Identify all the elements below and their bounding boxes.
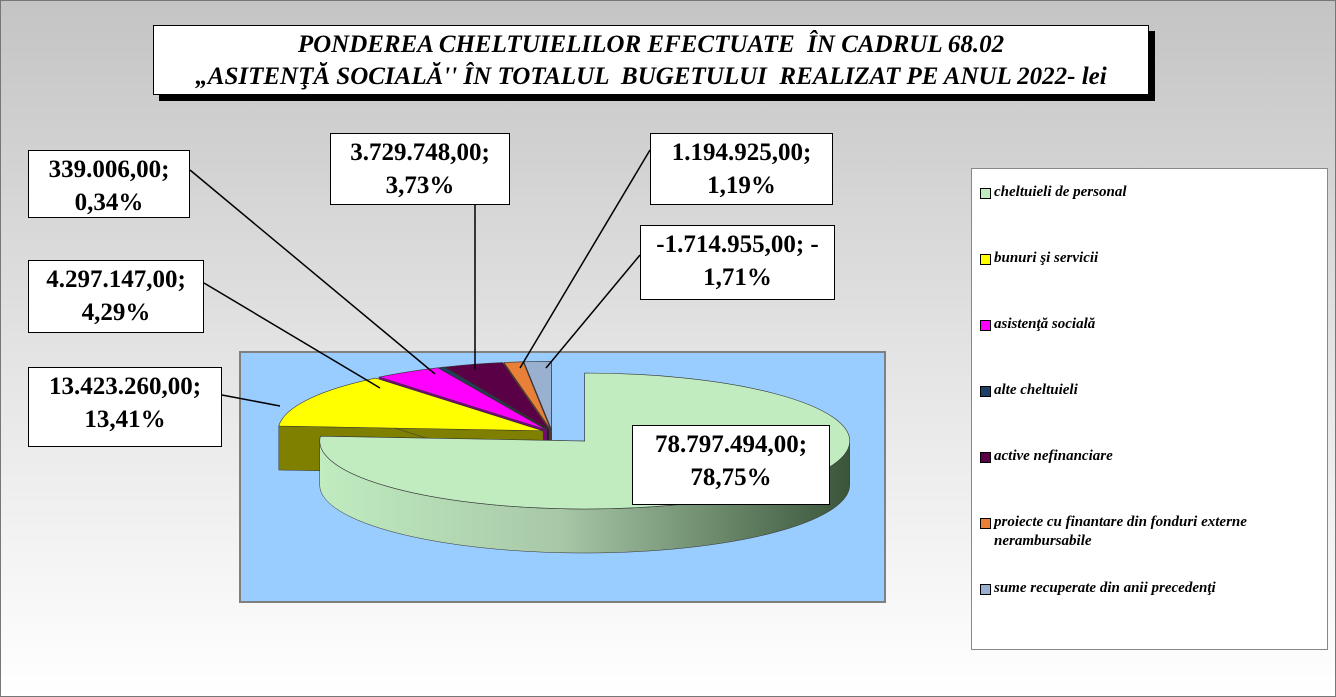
legend-item: alte cheltuieli: [980, 381, 1319, 447]
legend-label: active nefinanciare: [994, 448, 1113, 464]
legend-item: proiecte cu finantare din fonduri extern…: [980, 513, 1319, 579]
slice: [378, 367, 547, 431]
leader-line: [221, 394, 281, 407]
legend-swatch: [980, 584, 991, 595]
leader-line: [189, 169, 436, 375]
title-box: PONDEREA CHELTUIELILOR EFECTUATE ÎN CADR…: [153, 25, 1149, 95]
legend: cheltuieli de personal bunuri şi servicii…: [971, 168, 1328, 650]
data-label: 78.797.494,00; 78,75%: [632, 425, 830, 505]
legend-label: sume recuperate din anii precedenţi: [994, 580, 1216, 596]
data-label: -1.714.955,00; - 1,71%: [640, 225, 835, 300]
legend-item: active nefinanciare: [980, 447, 1319, 513]
legend-label: alte cheltuieli: [994, 382, 1078, 398]
leader-line: [519, 149, 651, 369]
legend-swatch: [980, 518, 991, 529]
leader-line: [203, 282, 381, 389]
data-label: 4.297.147,00; 4,29%: [28, 260, 204, 333]
legend-item: sume recuperate din anii precedenţi: [980, 579, 1319, 645]
slice: [278, 377, 544, 432]
title: „ASITENŢĂ SOCIALĂ'' ÎN TOTALUL BUGETULUI…: [195, 63, 1107, 90]
data-label: 13.423.260,00; 13,41%: [28, 367, 222, 447]
slice: [438, 366, 549, 430]
legend-item: asistenţă socială: [980, 315, 1319, 381]
legend-item: bunuri şi servicii: [980, 249, 1319, 315]
legend-swatch: [980, 254, 991, 265]
legend-swatch: [980, 386, 991, 397]
legend-label: asistenţă socială: [994, 316, 1096, 332]
legend-item: cheltuieli de personal: [980, 183, 1319, 249]
legend-swatch: [980, 452, 991, 463]
title: PONDEREA CHELTUIELILOR EFECTUATE ÎN CADR…: [297, 31, 1005, 58]
legend-label: bunuri şi servicii: [994, 250, 1099, 266]
slice: [444, 362, 550, 430]
legend-label: proiecte cu finantare din fonduri extern…: [994, 514, 1247, 549]
data-label: 339.006,00; 0,34%: [28, 150, 190, 218]
legend-swatch: [980, 320, 991, 331]
legend-swatch: [980, 188, 991, 199]
data-label: 3.729.748,00; 3,73%: [330, 133, 510, 205]
legend-label: cheltuieli de personal: [994, 184, 1127, 200]
data-label: 1.194.925,00; 1,19%: [650, 133, 833, 205]
leader-line: [545, 254, 641, 369]
